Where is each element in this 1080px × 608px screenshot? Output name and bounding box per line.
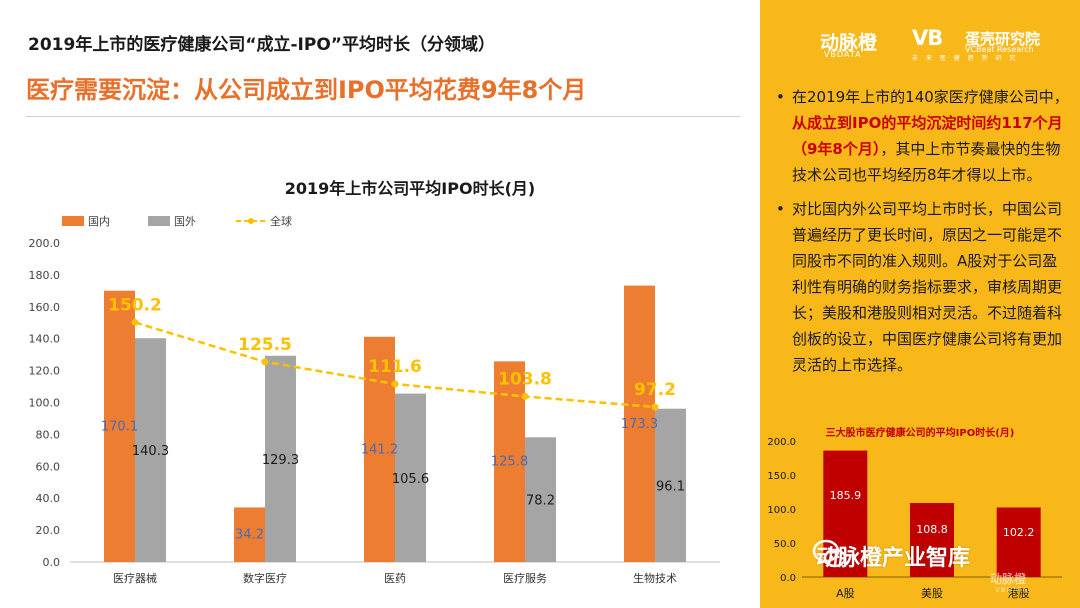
mini-bar xyxy=(910,503,954,577)
page-title: 2019年上市的医疗健康公司“成立-IPO”平均时长（分领域） xyxy=(28,35,495,55)
watermark-text: 动脉橙产业智库 xyxy=(816,546,971,571)
bar-foreign xyxy=(265,355,296,562)
right-panel: 动脉橙 VBDATA VB 蛋壳研究院 VCBeat Research 未 来 … xyxy=(760,0,1080,608)
line-point-global xyxy=(131,318,139,326)
data-label-domestic: 141.2 xyxy=(361,442,398,457)
data-label-foreign: 129.3 xyxy=(262,453,299,468)
bullet-dot: • xyxy=(776,200,785,218)
bullet-1-highlight: 从成立到IPO的平均沉淀时间约117个月（9年8个月） xyxy=(792,114,1063,158)
chart-title: 2019年上市公司平均IPO时长(月) xyxy=(285,179,535,198)
y-tick-label: 0.0 xyxy=(43,556,61,569)
bar-domestic xyxy=(104,290,135,562)
bar-foreign xyxy=(395,393,426,562)
y-tick-label: 20.0 xyxy=(36,524,61,537)
mini-bar xyxy=(996,507,1041,577)
y-tick-label: 80.0 xyxy=(36,428,61,441)
mini-data-label: 185.9 xyxy=(830,489,862,502)
brand-vcbeat-sub: VCBeat Research xyxy=(965,45,1034,54)
data-label-foreign: 78.2 xyxy=(526,494,555,509)
data-label-global: 111.6 xyxy=(368,357,422,377)
y-tick-label: 180.0 xyxy=(29,269,61,282)
watermark-logo: 动脉橙 xyxy=(990,572,1027,586)
bar-domestic xyxy=(364,336,395,562)
bullet-dot: • xyxy=(776,88,785,106)
brand-vcbeat-tagline: 未 来 医 健 趋 势 研 究 xyxy=(912,55,1019,62)
mini-data-label: 102.2 xyxy=(1003,526,1035,539)
brand-logos: 动脉橙 VBDATA VB 蛋壳研究院 VCBeat Research 未 来 … xyxy=(820,22,1070,62)
mini-x-tick-label: 美股 xyxy=(921,587,943,600)
data-label-foreign: 96.1 xyxy=(656,479,685,494)
watermark-logo-sub: VBDATA xyxy=(995,586,1029,594)
brand-vcbeat-name: 蛋壳研究院 xyxy=(965,30,1041,48)
mini-y-tick-label: 50.0 xyxy=(774,539,796,550)
bar-foreign xyxy=(135,338,166,562)
data-label-foreign: 105.6 xyxy=(392,472,429,487)
y-tick-label: 100.0 xyxy=(29,397,61,410)
bullet-2-text: 对比国内外公司平均上市时长，中国公司普遍经历了更长时间，原因之一可能是不同股市不… xyxy=(792,200,1063,374)
ipo-duration-chart: 2019年上市公司平均IPO时长(月) 国内 国外 全球 0.0 20.0 40.0 60.0… xyxy=(29,179,720,585)
y-tick-label: 160.0 xyxy=(29,301,61,314)
mini-y-tick-label: 150.0 xyxy=(767,471,796,482)
data-label-global: 103.8 xyxy=(498,369,552,389)
legend-swatch-国外 xyxy=(148,216,170,226)
mini-y-tick-label: 100.0 xyxy=(767,505,796,516)
x-tick-label: 医疗器械 xyxy=(113,571,157,585)
wechat-icon xyxy=(812,539,847,568)
x-tick-label: 生物技术 xyxy=(633,571,677,585)
y-tick-label: 200.0 xyxy=(29,237,61,250)
title-divider xyxy=(26,116,740,117)
bullet-1-pre: 在2019年上市的140家医疗健康公司中， xyxy=(792,88,1069,106)
mini-y-tick-label: 0.0 xyxy=(780,573,796,584)
mini-x-tick-label: A股 xyxy=(836,587,855,600)
line-point-global xyxy=(521,392,529,400)
data-label-domestic: 34.2 xyxy=(235,528,264,543)
brand-vbdata-name: 动脉橙 xyxy=(820,32,878,54)
data-label-domestic: 125.8 xyxy=(491,455,528,470)
mini-y-tick-label: 200.0 xyxy=(767,437,796,448)
bar-domestic xyxy=(624,285,655,562)
data-label-domestic: 170.1 xyxy=(101,419,138,434)
legend-label: 全球 xyxy=(270,214,292,228)
insight-bullets: • 在2019年上市的140家医疗健康公司中， 从成立到IPO的平均沉淀时间约117… xyxy=(772,84,1072,386)
bar-foreign xyxy=(655,408,686,562)
bullet-2: • 对比国内外公司平均上市时长，中国公司普遍经历了更长时间，原因之一可能是不同股市… xyxy=(772,196,1072,378)
y-tick-label: 40.0 xyxy=(36,492,61,505)
data-label-global: 150.2 xyxy=(108,295,162,315)
legend-marker-全球 xyxy=(248,218,254,224)
data-label-foreign: 140.3 xyxy=(132,444,169,459)
brand-vcbeat-mark: VB xyxy=(912,26,943,50)
data-label-global: 97.2 xyxy=(634,380,676,400)
x-tick-label: 医疗服务 xyxy=(503,571,547,585)
bar-foreign xyxy=(525,437,556,562)
mini-chart-title: 三大股市医疗健康公司的平均IPO时长(月) xyxy=(826,426,1015,439)
legend-label: 国内 xyxy=(88,214,110,228)
data-label-global: 125.5 xyxy=(238,335,292,355)
y-tick-label: 120.0 xyxy=(29,365,61,378)
page-headline: 医疗需要沉淀：从公司成立到IPO平均花费9年8个月 xyxy=(26,76,587,104)
y-tick-label: 140.0 xyxy=(29,333,61,346)
line-point-global xyxy=(391,380,399,388)
brand-vbdata-sub: VBDATA xyxy=(824,50,862,59)
x-tick-label: 医药 xyxy=(384,572,406,585)
mini-x-tick-label: 港股 xyxy=(1008,587,1030,600)
data-label-domestic: 173.3 xyxy=(621,417,658,432)
line-point-global xyxy=(651,403,659,411)
bullet-1: • 在2019年上市的140家医疗健康公司中， 从成立到IPO的平均沉淀时间约117… xyxy=(772,84,1072,188)
line-point-global xyxy=(261,358,269,366)
mini-data-label: 108.8 xyxy=(916,523,948,536)
x-tick-label: 数字医疗 xyxy=(243,571,287,585)
bar-domestic xyxy=(494,361,525,562)
bar-domestic xyxy=(234,507,265,562)
y-tick-label: 60.0 xyxy=(36,460,61,473)
legend-swatch-国内 xyxy=(62,216,84,226)
bullet-1-post: ，其中上市节奏最快的生物技术公司也平均经历8年才得以上市。 xyxy=(792,140,1061,184)
legend-label: 国外 xyxy=(174,215,196,228)
